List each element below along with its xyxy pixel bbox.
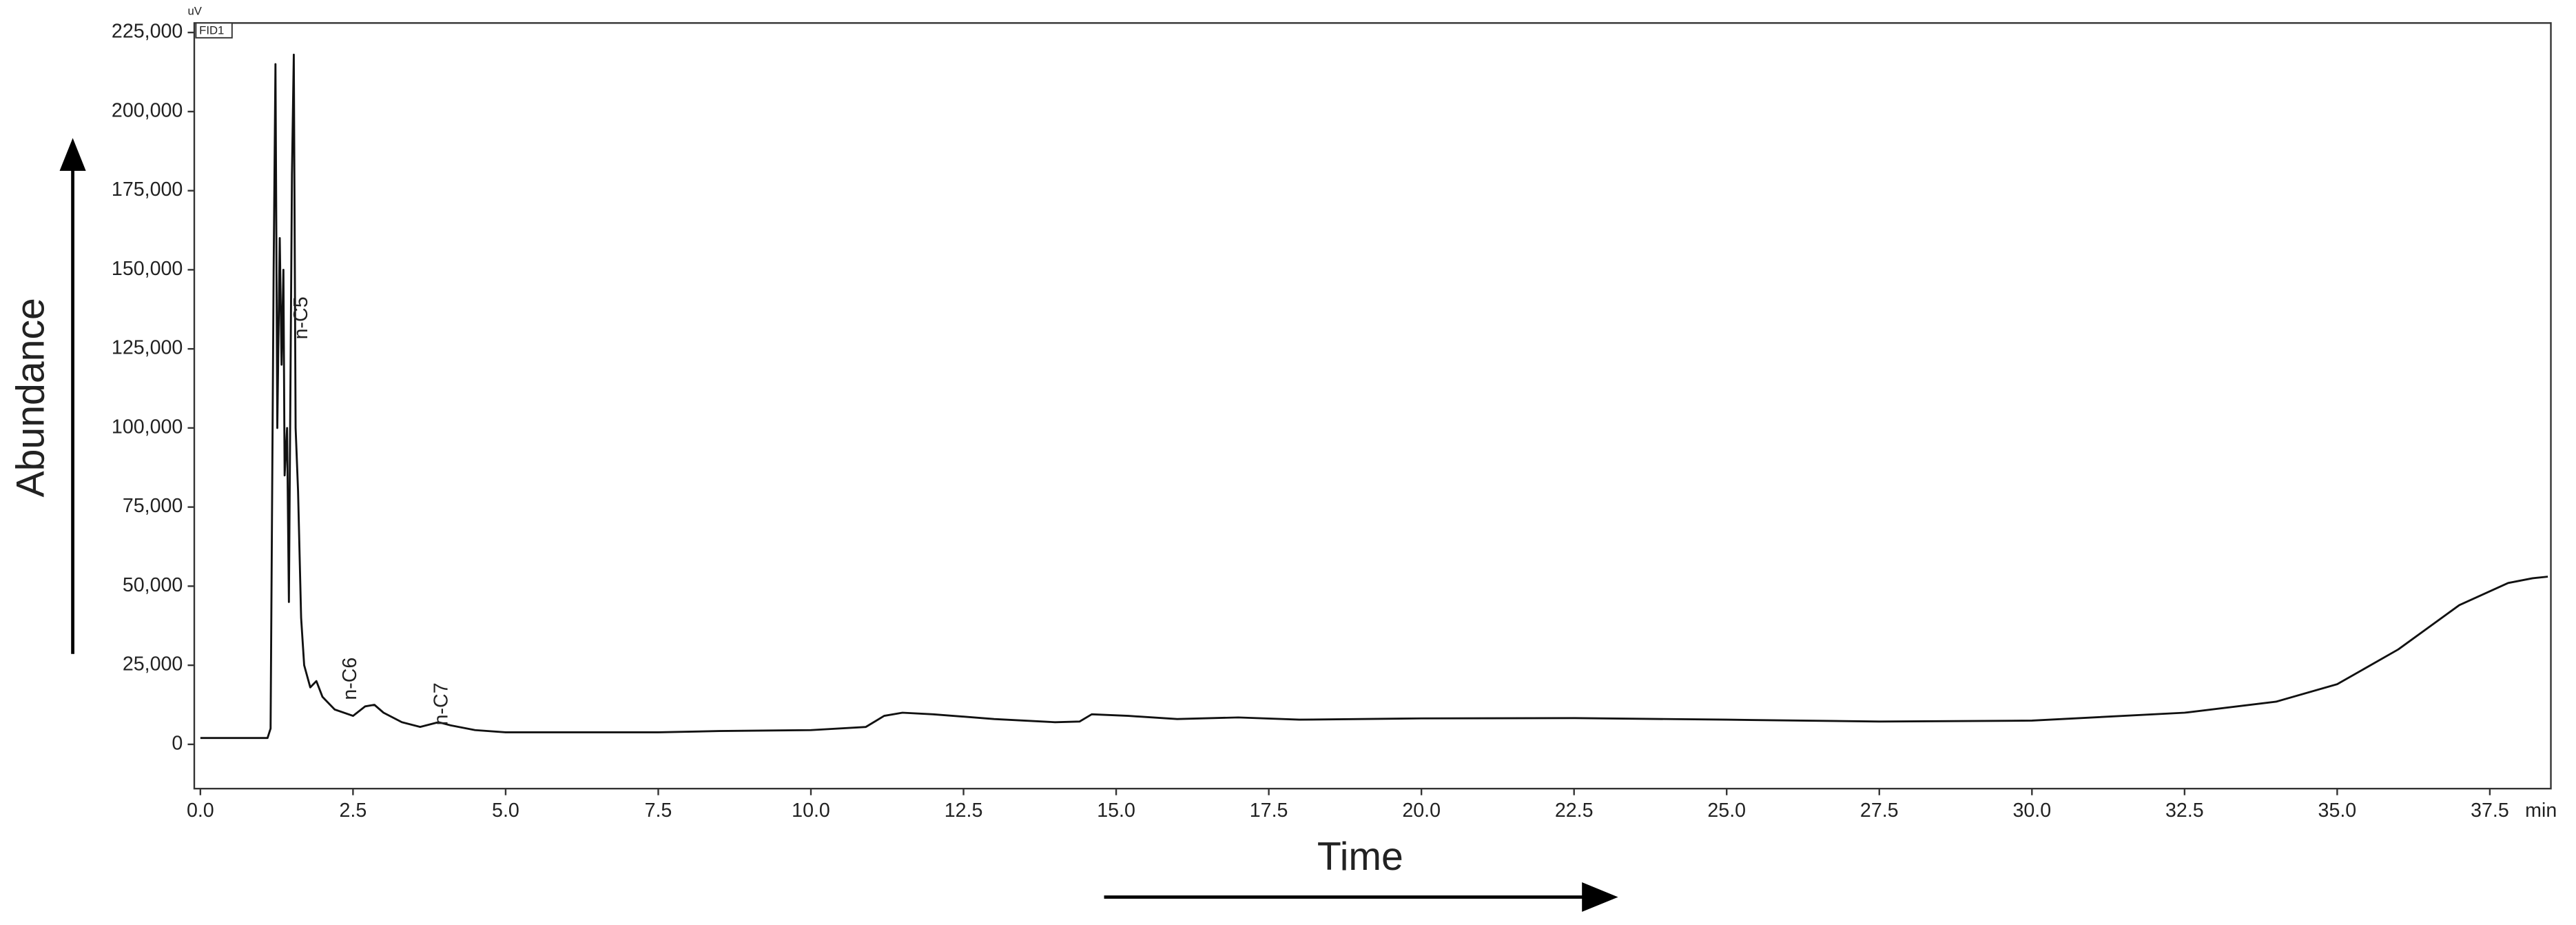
y-axis-label: Abundance (8, 298, 52, 497)
x-unit: min (2525, 800, 2557, 822)
x-tick-label: 37.5 (2471, 800, 2509, 822)
y-tick-label: 125,000 (112, 337, 183, 359)
peak-annotation: n-C7 (431, 682, 453, 725)
x-axis-label: Time (1317, 835, 1403, 879)
x-tick-label: 15.0 (1097, 800, 1135, 822)
y-tick-label: 50,000 (123, 574, 183, 596)
x-arrow-head (1582, 882, 1618, 912)
detector-label: FID1 (199, 24, 224, 37)
trace-line (200, 53, 2548, 740)
y-arrow-head (59, 138, 86, 171)
x-tick-label: 30.0 (2012, 800, 2051, 822)
y-tick-label: 150,000 (112, 258, 183, 280)
plot-frame (193, 22, 2552, 790)
x-tick-label: 25.0 (1707, 800, 1746, 822)
x-tick-label: 12.5 (945, 800, 983, 822)
x-tick-label: 10.0 (792, 800, 830, 822)
detector-box (195, 22, 233, 39)
x-tick-label: 22.5 (1555, 800, 1594, 822)
x-tick-label: 7.5 (645, 800, 672, 822)
peak-annotation: n-C5 (290, 296, 312, 339)
y-tick-label: 225,000 (112, 21, 183, 43)
y-tick-label: 0 (172, 732, 183, 754)
x-tick-label: 0.0 (187, 800, 214, 822)
x-tick-label: 27.5 (1860, 800, 1899, 822)
x-tick-label: 2.5 (340, 800, 367, 822)
y-tick-label: 100,000 (112, 416, 183, 438)
y-tick-label: 25,000 (123, 653, 183, 675)
x-tick-label: 32.5 (2165, 800, 2204, 822)
y-tick-label: 175,000 (112, 179, 183, 201)
y-unit: uV (187, 4, 202, 17)
x-tick-label: 17.5 (1250, 800, 1288, 822)
peak-annotation: n-C6 (339, 658, 361, 700)
y-tick-label: 75,000 (123, 495, 183, 517)
x-tick-label: 35.0 (2318, 800, 2357, 822)
y-tick-label: 200,000 (112, 99, 183, 121)
x-tick-label: 5.0 (492, 800, 519, 822)
x-tick-label: 20.0 (1402, 800, 1441, 822)
